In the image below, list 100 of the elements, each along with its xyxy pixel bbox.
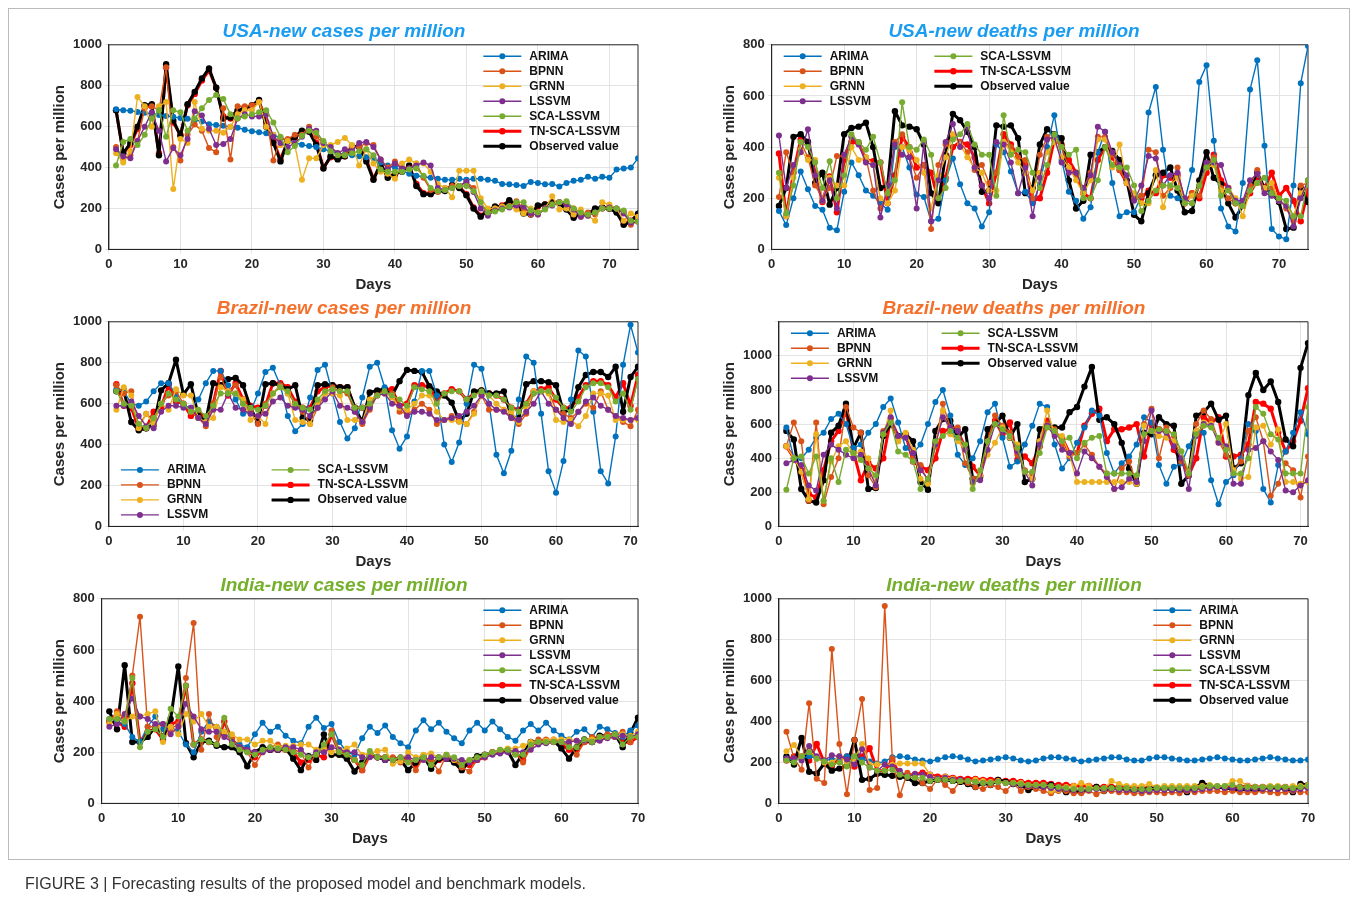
x-tick-label: 60 — [1225, 809, 1240, 825]
x-axis-title: Days — [355, 275, 392, 293]
legend-label: GRNN — [836, 355, 873, 370]
x-tick-label: 20 — [250, 532, 266, 548]
x-tick-label: 60 — [1218, 532, 1234, 548]
x-axis-title: Days — [1025, 829, 1062, 847]
legend-label: SCA-LSSVM — [317, 462, 389, 477]
x-tick-label: 40 — [399, 532, 415, 548]
legend-label: GRNN — [529, 632, 565, 647]
x-tick-label: 40 — [1054, 255, 1069, 271]
x-tick-label: 20 — [247, 809, 263, 825]
y-tick-label: 800 — [72, 590, 95, 606]
x-tick-label: 10 — [846, 532, 861, 548]
x-tick-label: 50 — [1144, 532, 1159, 548]
x-tick-label: 70 — [630, 809, 646, 825]
chart-title: India-new deaths per million — [886, 573, 1142, 595]
legend-label: SCA-LSSVM — [987, 325, 1059, 340]
y-tick-label: 600 — [80, 395, 102, 411]
chart-title: USA-new cases per million — [222, 19, 466, 41]
x-tick-label: 10 — [836, 255, 852, 271]
y-tick-label: 600 — [742, 87, 765, 103]
x-tick-label: 30 — [995, 532, 1010, 548]
x-axis-title: Days — [1021, 275, 1058, 293]
x-tick-label: 10 — [171, 809, 186, 825]
x-tick-label: 20 — [920, 532, 936, 548]
y-axis-title: Cases per million — [720, 84, 738, 210]
y-tick-label: 200 — [750, 754, 772, 770]
y-tick-label: 400 — [80, 436, 102, 452]
legend-label: GRNN — [166, 492, 203, 507]
x-tick-label: 20 — [922, 809, 938, 825]
legend-label: SCA-LSSVM — [980, 48, 1052, 63]
legend-label: BPNN — [836, 340, 871, 355]
legend-label: LSSVM — [529, 647, 571, 662]
x-tick-label: 30 — [998, 809, 1013, 825]
x-tick-label: 30 — [316, 255, 331, 271]
x-tick-label: 60 — [554, 809, 569, 825]
legend-label: ARIMA — [529, 602, 569, 617]
legend-label: TN-SCA-LSSVM — [1199, 677, 1291, 692]
legend-label: GRNN — [529, 78, 565, 93]
y-tick-label: 1000 — [73, 36, 102, 52]
y-tick-label: 400 — [72, 692, 95, 708]
legend-label: GRNN — [1199, 632, 1235, 647]
chart-title: Brazil-new deaths per million — [882, 296, 1146, 318]
y-tick-label: 200 — [80, 477, 102, 493]
y-tick-label: 0 — [87, 794, 95, 810]
y-tick-label: 200 — [750, 483, 772, 499]
y-tick-label: 200 — [72, 743, 95, 759]
y-axis-title: Cases per million — [50, 84, 68, 210]
y-tick-label: 600 — [72, 641, 95, 657]
x-tick-label: 10 — [173, 255, 188, 271]
x-tick-label: 50 — [1149, 809, 1165, 825]
legend-label: TN-SCA-LSSVM — [980, 63, 1072, 78]
x-axis-title: Days — [1025, 552, 1062, 570]
legend-label: Observed value — [980, 78, 1071, 93]
legend-label: TN-SCA-LSSVM — [529, 677, 621, 692]
x-tick-label: 10 — [847, 809, 862, 825]
legend-label: ARIMA — [529, 48, 569, 63]
legend-label: TN-SCA-LSSVM — [987, 340, 1079, 355]
y-tick-label: 800 — [750, 631, 772, 647]
legend-label: BPNN — [166, 477, 201, 492]
y-tick-label: 800 — [80, 354, 102, 370]
legend-label: ARIMA — [166, 462, 207, 477]
x-tick-label: 50 — [477, 809, 492, 825]
y-axis-title: Cases per million — [720, 638, 738, 764]
x-tick-label: 30 — [324, 809, 339, 825]
y-tick-label: 400 — [750, 713, 772, 729]
y-tick-label: 1000 — [743, 347, 772, 363]
x-tick-label: 60 — [530, 255, 546, 271]
x-tick-label: 50 — [1126, 255, 1142, 271]
x-axis-title: Days — [355, 552, 392, 570]
y-tick-label: 400 — [80, 159, 102, 175]
y-tick-label: 600 — [80, 118, 102, 134]
x-tick-label: 40 — [400, 809, 416, 825]
legend-label: ARIMA — [1199, 602, 1239, 617]
x-tick-label: 10 — [176, 532, 191, 548]
x-tick-label: 30 — [981, 255, 997, 271]
x-tick-label: 30 — [325, 532, 340, 548]
caption: FIGURE 3 | Forecasting results of the proposed model and benchmark models. — [25, 875, 586, 893]
x-tick-label: 20 — [909, 255, 924, 271]
chart-title: Brazil-new cases per million — [216, 296, 472, 318]
legend-label: LSSVM — [829, 93, 872, 108]
y-tick-label: 0 — [757, 240, 765, 256]
x-tick-label: 60 — [1199, 255, 1214, 271]
legend-label: BPNN — [529, 63, 564, 78]
chart-title: USA-new deaths per million — [888, 19, 1140, 41]
y-tick-label: 0 — [764, 517, 772, 533]
x-tick-label: 70 — [1293, 532, 1308, 548]
y-tick-label: 400 — [742, 138, 765, 154]
x-tick-label: 40 — [1069, 532, 1085, 548]
legend-label: BPNN — [1199, 617, 1234, 632]
legend-label: Observed value — [1199, 692, 1290, 707]
y-tick-label: 0 — [764, 794, 772, 810]
x-tick-label: 70 — [1271, 255, 1287, 271]
legend-label: LSSVM — [529, 93, 571, 108]
y-axis-title: Cases per million — [50, 638, 68, 764]
y-tick-label: 0 — [94, 517, 102, 533]
y-tick-label: 800 — [80, 77, 102, 93]
x-tick-label: 0 — [105, 532, 113, 548]
chart-title: India-new cases per million — [220, 573, 468, 595]
legend-label: Observed value — [987, 355, 1078, 370]
